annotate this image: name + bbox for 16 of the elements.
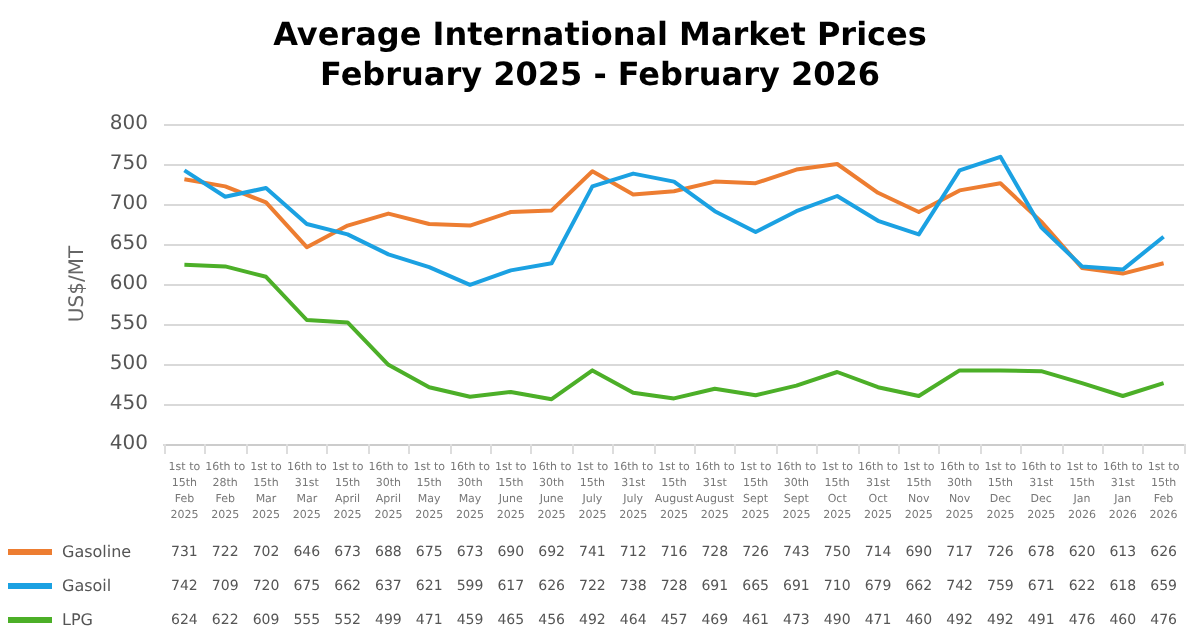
- y-tick-label: 750: [109, 153, 148, 175]
- y-tick-label: 500: [109, 353, 148, 375]
- y-tick-label: 400: [109, 433, 148, 455]
- chart-subtitle: February 2025 - February 2026: [320, 55, 880, 93]
- legend-label: Gasoline: [62, 543, 132, 561]
- line-series: [182, 262, 1166, 402]
- y-axis-title: US$/MT: [67, 244, 90, 323]
- y-tick-label: 450: [109, 393, 148, 415]
- chart-title: Average International Market Prices: [273, 15, 927, 53]
- y-tick-label: 600: [109, 273, 148, 295]
- y-tick-label: 650: [109, 233, 148, 255]
- y-tick-label: 700: [109, 193, 148, 215]
- legend-label: Gasoil: [62, 577, 112, 595]
- y-tick-label: 550: [109, 313, 148, 335]
- legend-label: LPG: [62, 611, 93, 629]
- y-tick-label: 800: [109, 113, 148, 135]
